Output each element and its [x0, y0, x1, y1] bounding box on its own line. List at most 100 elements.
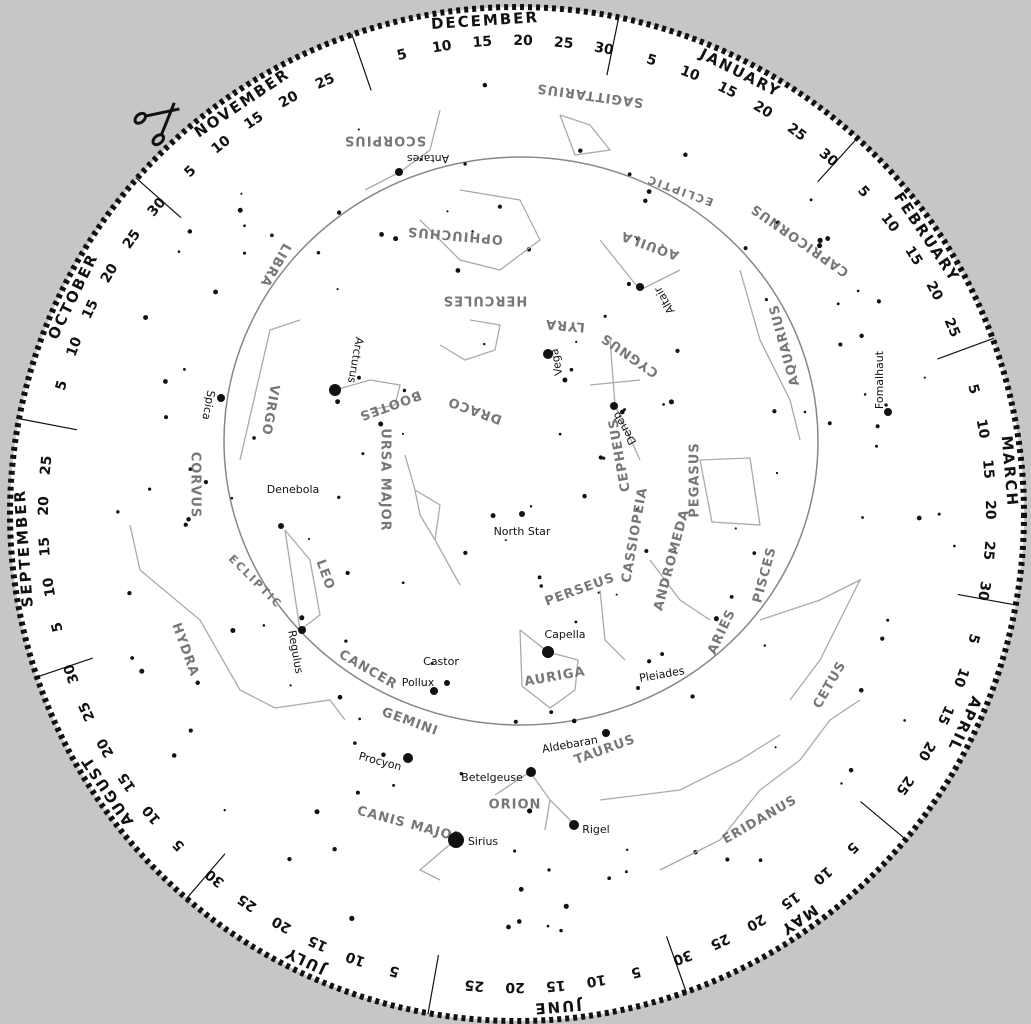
star-dot [187, 229, 193, 234]
star-dot [675, 348, 680, 353]
named-star [519, 511, 525, 517]
star-dot [289, 684, 292, 687]
star-dot [242, 251, 247, 255]
named-star [542, 646, 554, 658]
star-dot [886, 618, 890, 622]
day-label: 25 [313, 70, 337, 93]
star-dot [183, 522, 188, 527]
star-dot [252, 436, 256, 440]
constellation-line [739, 269, 801, 441]
star-label: Betelgeuse [461, 771, 523, 784]
star-dot [182, 367, 186, 371]
constellation-label: SCORPIUS [344, 133, 426, 148]
named-star [444, 680, 450, 686]
month-divider [937, 337, 994, 360]
star-dot [627, 172, 632, 177]
day-label: 10 [431, 38, 453, 57]
star-dot [471, 230, 474, 233]
star-dot [143, 315, 149, 320]
star-dot [353, 741, 357, 745]
star-dot [602, 456, 606, 460]
day-label: 15 [715, 79, 740, 102]
star-dot [840, 782, 843, 785]
star-dot [539, 584, 544, 588]
star-dot [332, 846, 337, 852]
star-label: Denebola [267, 483, 320, 496]
star-dot [660, 652, 665, 657]
star-dot [764, 298, 768, 302]
star-dot [563, 903, 569, 909]
named-star [217, 394, 225, 402]
star-dot [139, 668, 145, 674]
star-dot [597, 591, 600, 594]
star-dot [490, 513, 496, 519]
star-dot [937, 512, 941, 516]
star-dot [358, 717, 362, 721]
star-dot [635, 236, 641, 242]
named-star [430, 687, 438, 695]
day-label: 15 [979, 459, 997, 480]
named-star [636, 283, 644, 291]
star-dot [546, 924, 550, 928]
star-dot [923, 376, 926, 379]
constellation-line [404, 454, 461, 586]
star-dot [504, 539, 507, 542]
day-label: 20 [513, 33, 533, 49]
star-dot [772, 409, 777, 414]
star-dot [916, 515, 922, 521]
day-label: 15 [79, 297, 102, 321]
day-label: 10 [950, 665, 972, 689]
day-label: 25 [464, 976, 485, 994]
star-dot [357, 375, 361, 380]
star-label: Capella [544, 628, 585, 641]
star-dot [725, 857, 730, 862]
constellation-line [589, 379, 641, 386]
day-label: 5 [53, 379, 71, 393]
constellation-label: PEGASUS [688, 442, 703, 517]
star-dot [571, 718, 577, 724]
star-dot [171, 753, 177, 758]
star-dot [825, 236, 831, 241]
star-dot [559, 928, 563, 933]
star-dot [884, 403, 888, 407]
day-label: 5 [644, 51, 658, 69]
star-dot [497, 204, 502, 209]
star-dot [683, 152, 688, 157]
month-divider [957, 593, 1017, 606]
star-dot [729, 594, 734, 599]
month-label: JUNE [533, 996, 584, 1018]
star-dot [861, 516, 864, 519]
constellation-line [129, 524, 346, 721]
star-dot [646, 189, 652, 194]
star-dot [817, 237, 823, 243]
star-dot [603, 314, 607, 318]
star-dot [316, 251, 321, 255]
star-label: North Star [494, 525, 551, 538]
star-label: Sirius [468, 835, 499, 848]
month-divider [665, 936, 688, 994]
named-star [278, 523, 284, 529]
star-dot [516, 919, 522, 924]
named-star [298, 626, 306, 634]
star-dot [446, 210, 449, 213]
star-dot [262, 624, 266, 627]
star-dot [186, 517, 191, 522]
star-dot [624, 870, 628, 874]
star-dot [647, 659, 652, 664]
star-dot [635, 507, 640, 511]
wheel [7, 4, 1027, 1024]
named-star [448, 832, 464, 848]
constellation-line [439, 319, 501, 361]
star-dot [243, 224, 246, 228]
star-dot [575, 340, 578, 343]
star-dot [379, 232, 384, 237]
star-dot [752, 551, 757, 556]
month-divider [185, 853, 226, 900]
named-star [543, 349, 553, 359]
star-label: Antares [407, 152, 450, 165]
star-dot [598, 455, 603, 460]
star-dot [177, 250, 181, 253]
star-dot [223, 808, 226, 812]
star-dot [430, 661, 434, 665]
